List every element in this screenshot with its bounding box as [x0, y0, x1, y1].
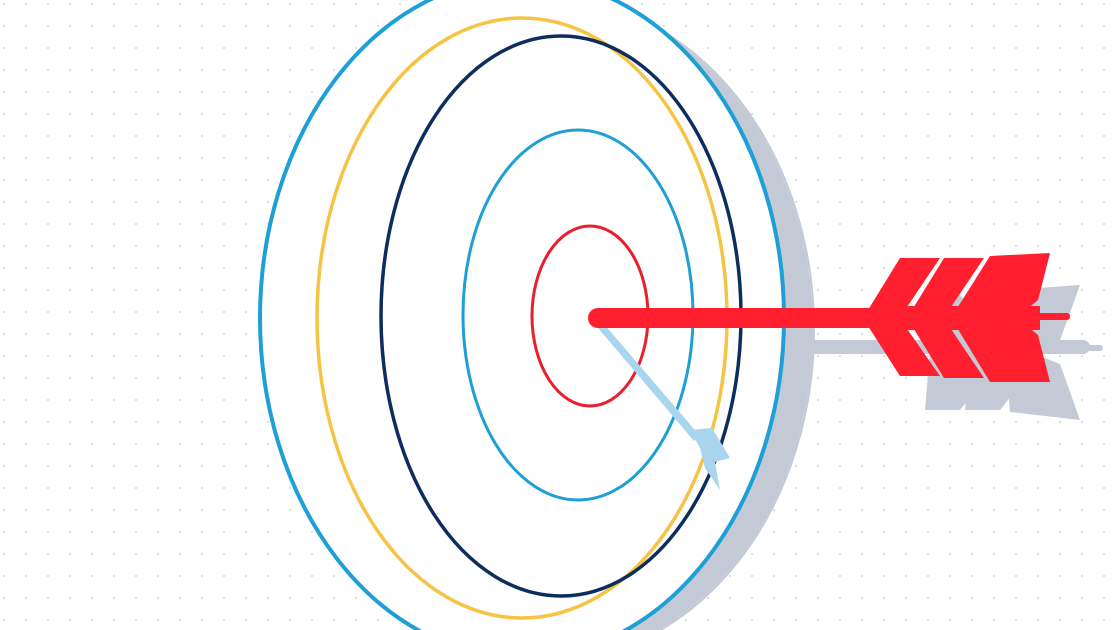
arrow-nock — [1035, 313, 1070, 320]
fletch-lower-2 — [912, 326, 984, 378]
arrow-shaft — [588, 308, 908, 328]
ghost-arrow — [598, 324, 730, 490]
fletch-upper-3 — [956, 253, 1050, 315]
fletch-lower-3 — [956, 320, 1050, 382]
fletch-lower-1 — [868, 326, 940, 376]
red-arrow — [588, 253, 1070, 382]
fletch-upper-2 — [912, 258, 984, 310]
fletch-upper-1 — [868, 258, 940, 310]
arrow-fletch-body — [880, 306, 1040, 330]
